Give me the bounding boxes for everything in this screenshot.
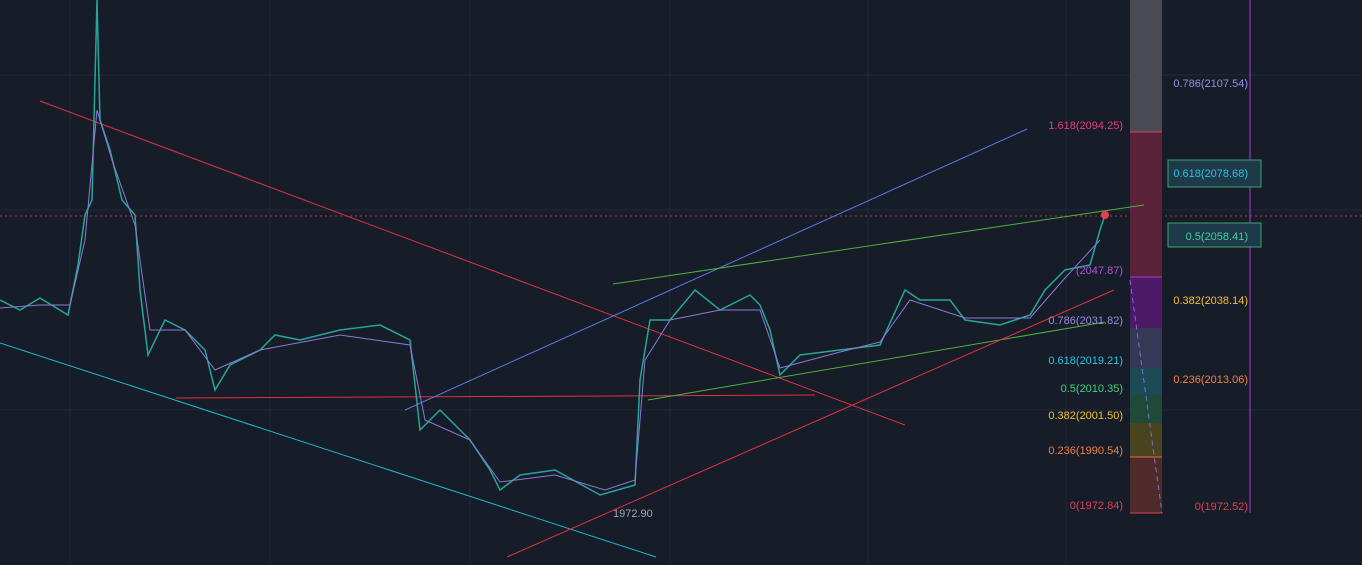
fib-label: 0.236(1990.54) — [1048, 445, 1123, 457]
last-price-dot — [1101, 211, 1109, 219]
fib-label: 0.382(2038.14) — [1173, 295, 1248, 307]
fib-label: 0.5(2010.35) — [1061, 383, 1123, 395]
moving-average — [0, 109, 1101, 491]
fib-label: 0(1972.84) — [1070, 500, 1123, 512]
fib-label: (2047.87) — [1076, 265, 1123, 277]
fib-label: 0.786(2031.82) — [1048, 315, 1123, 327]
fib-label: 1.618(2094.25) — [1048, 120, 1123, 132]
trendlines — [0, 0, 1251, 558]
fib-box — [1167, 159, 1262, 188]
fib-right-labels: 0.786(2107.54) 0.618(2078.68) 0.5(2058.4… — [1173, 78, 1248, 513]
low-label: 1972.90 — [613, 508, 653, 520]
fib-label: 0.618(2019.21) — [1048, 355, 1123, 367]
fib-bands — [1130, 0, 1162, 514]
fib-label: 0.5(2058.41) — [1186, 231, 1248, 243]
fib-box — [1167, 222, 1262, 248]
fib-label: 0.236(2013.06) — [1173, 374, 1248, 386]
price-series — [0, 0, 1106, 496]
fib-left-labels: 1.618(2094.25) (2047.87) 0.786(2031.82) … — [1048, 120, 1123, 512]
fib-label: 0.382(2001.50) — [1048, 410, 1123, 422]
fib-label: 0.618(2078.68) — [1173, 168, 1248, 180]
fib-label: 0.786(2107.54) — [1173, 78, 1248, 90]
fib-label: 0(1972.52) — [1195, 501, 1248, 513]
